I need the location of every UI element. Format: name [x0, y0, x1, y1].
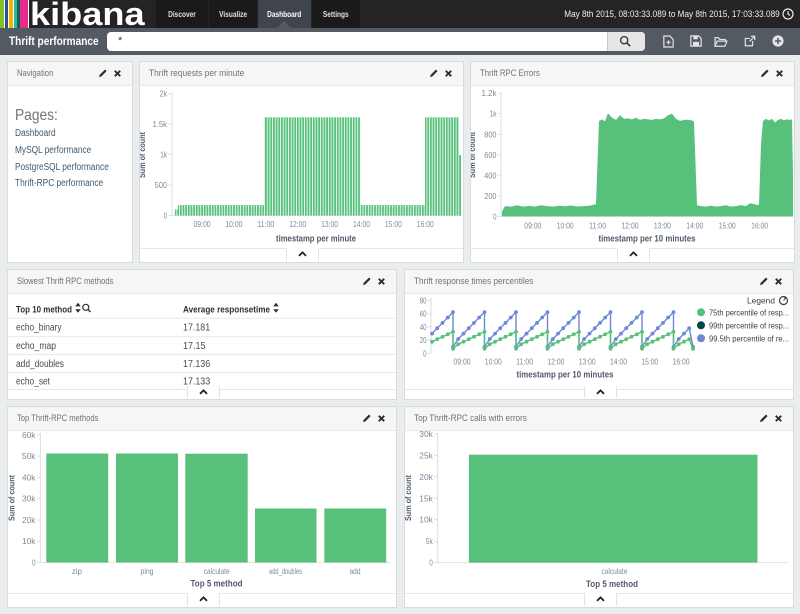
svg-text:20k: 20k — [419, 472, 433, 482]
svg-text:16:00: 16:00 — [673, 357, 690, 367]
svg-text:5k: 5k — [426, 536, 434, 546]
svg-text:14:00: 14:00 — [353, 219, 370, 229]
svg-text:16:00: 16:00 — [417, 219, 434, 229]
svg-text:20k: 20k — [22, 515, 36, 525]
svg-text:Sum of count: Sum of count — [471, 132, 477, 178]
svg-text:17.15: 17.15 — [183, 341, 206, 352]
svg-text:75th percentile of resp...: 75th percentile of resp... — [709, 307, 789, 317]
svg-text:09:00: 09:00 — [194, 219, 211, 229]
svg-text:ping: ping — [141, 566, 154, 576]
svg-text:Legend: Legend — [747, 296, 775, 306]
svg-text:15:00: 15:00 — [385, 219, 402, 229]
svg-text:09:00: 09:00 — [454, 357, 471, 367]
svg-text:10:00: 10:00 — [225, 219, 242, 229]
svg-text:timestamp per minute: timestamp per minute — [276, 234, 356, 245]
svg-text:calculate: calculate — [601, 566, 627, 576]
svg-text:echo_set: echo_set — [16, 377, 50, 388]
svg-text:60: 60 — [420, 309, 427, 319]
svg-text:25k: 25k — [419, 450, 433, 460]
svg-text:800: 800 — [484, 129, 496, 139]
svg-text:Top 5 method: Top 5 method — [586, 579, 638, 590]
svg-text:30k: 30k — [22, 494, 36, 504]
svg-text:Sum of count: Sum of count — [405, 475, 413, 521]
svg-text:zip: zip — [72, 566, 82, 576]
svg-text:echo_map: echo_map — [16, 341, 56, 352]
svg-text:600: 600 — [484, 150, 496, 160]
svg-text:40k: 40k — [22, 472, 36, 482]
svg-text:Sum of count: Sum of count — [140, 132, 147, 178]
svg-text:add_doubles: add_doubles — [269, 566, 302, 576]
svg-text:17.133: 17.133 — [183, 377, 211, 388]
svg-text:16:00: 16:00 — [751, 221, 768, 231]
svg-text:99th percentile of resp...: 99th percentile of resp... — [709, 320, 789, 330]
svg-text:60k: 60k — [22, 430, 36, 440]
svg-text:timestamp per 10 minutes: timestamp per 10 minutes — [517, 370, 614, 381]
svg-text:99.5th percentile of re...: 99.5th percentile of re... — [709, 333, 789, 343]
svg-text:50k: 50k — [22, 451, 36, 461]
svg-text:0: 0 — [423, 348, 427, 358]
svg-text:80: 80 — [420, 296, 427, 306]
svg-text:1.2k: 1.2k — [482, 88, 498, 98]
svg-text:10k: 10k — [419, 515, 433, 525]
svg-text:0: 0 — [429, 558, 433, 568]
svg-text:2k: 2k — [160, 89, 168, 99]
svg-text:11:00: 11:00 — [257, 219, 274, 229]
svg-text:15k: 15k — [419, 493, 433, 503]
svg-text:0: 0 — [493, 211, 497, 221]
svg-text:0: 0 — [32, 558, 36, 568]
svg-text:17.136: 17.136 — [183, 359, 211, 370]
svg-text:10:00: 10:00 — [485, 357, 502, 367]
svg-text:calculate: calculate — [204, 566, 230, 576]
svg-text:1k: 1k — [490, 109, 497, 119]
svg-text:1.5k: 1.5k — [153, 119, 168, 129]
svg-text:11:00: 11:00 — [516, 357, 533, 367]
svg-text:12:00: 12:00 — [289, 219, 306, 229]
svg-text:30k: 30k — [419, 430, 433, 439]
svg-text:15:00: 15:00 — [641, 357, 658, 367]
svg-text:15:00: 15:00 — [719, 221, 736, 231]
svg-text:1k: 1k — [160, 150, 167, 160]
svg-text:Sum of count: Sum of count — [8, 475, 17, 521]
svg-text:13:00: 13:00 — [654, 221, 671, 231]
svg-text:Top 5 method: Top 5 method — [191, 579, 243, 590]
svg-text:13:00: 13:00 — [321, 219, 338, 229]
svg-text:add_doubles: add_doubles — [16, 359, 64, 370]
svg-text:400: 400 — [484, 170, 496, 180]
svg-text:Average responsetime: Average responsetime — [183, 304, 270, 315]
svg-text:500: 500 — [155, 180, 167, 190]
svg-text:17.181: 17.181 — [183, 323, 211, 334]
svg-text:0: 0 — [164, 211, 168, 221]
svg-text:add: add — [350, 566, 361, 576]
svg-text:13:00: 13:00 — [579, 357, 596, 367]
svg-text:10:00: 10:00 — [557, 221, 574, 231]
svg-text:20: 20 — [420, 335, 427, 345]
svg-text:11:00: 11:00 — [589, 221, 606, 231]
svg-text:timestamp per 10 minutes: timestamp per 10 minutes — [599, 234, 696, 245]
svg-text:40: 40 — [420, 322, 427, 332]
svg-text:14:00: 14:00 — [686, 221, 703, 231]
svg-text:12:00: 12:00 — [622, 221, 639, 231]
svg-text:12:00: 12:00 — [547, 357, 564, 367]
svg-text:200: 200 — [484, 191, 496, 201]
svg-text:10k: 10k — [22, 536, 36, 546]
svg-text:Top 10 method: Top 10 method — [16, 304, 72, 315]
svg-text:14:00: 14:00 — [610, 357, 627, 367]
svg-text:echo_binary: echo_binary — [16, 323, 62, 334]
svg-text:09:00: 09:00 — [524, 221, 541, 231]
